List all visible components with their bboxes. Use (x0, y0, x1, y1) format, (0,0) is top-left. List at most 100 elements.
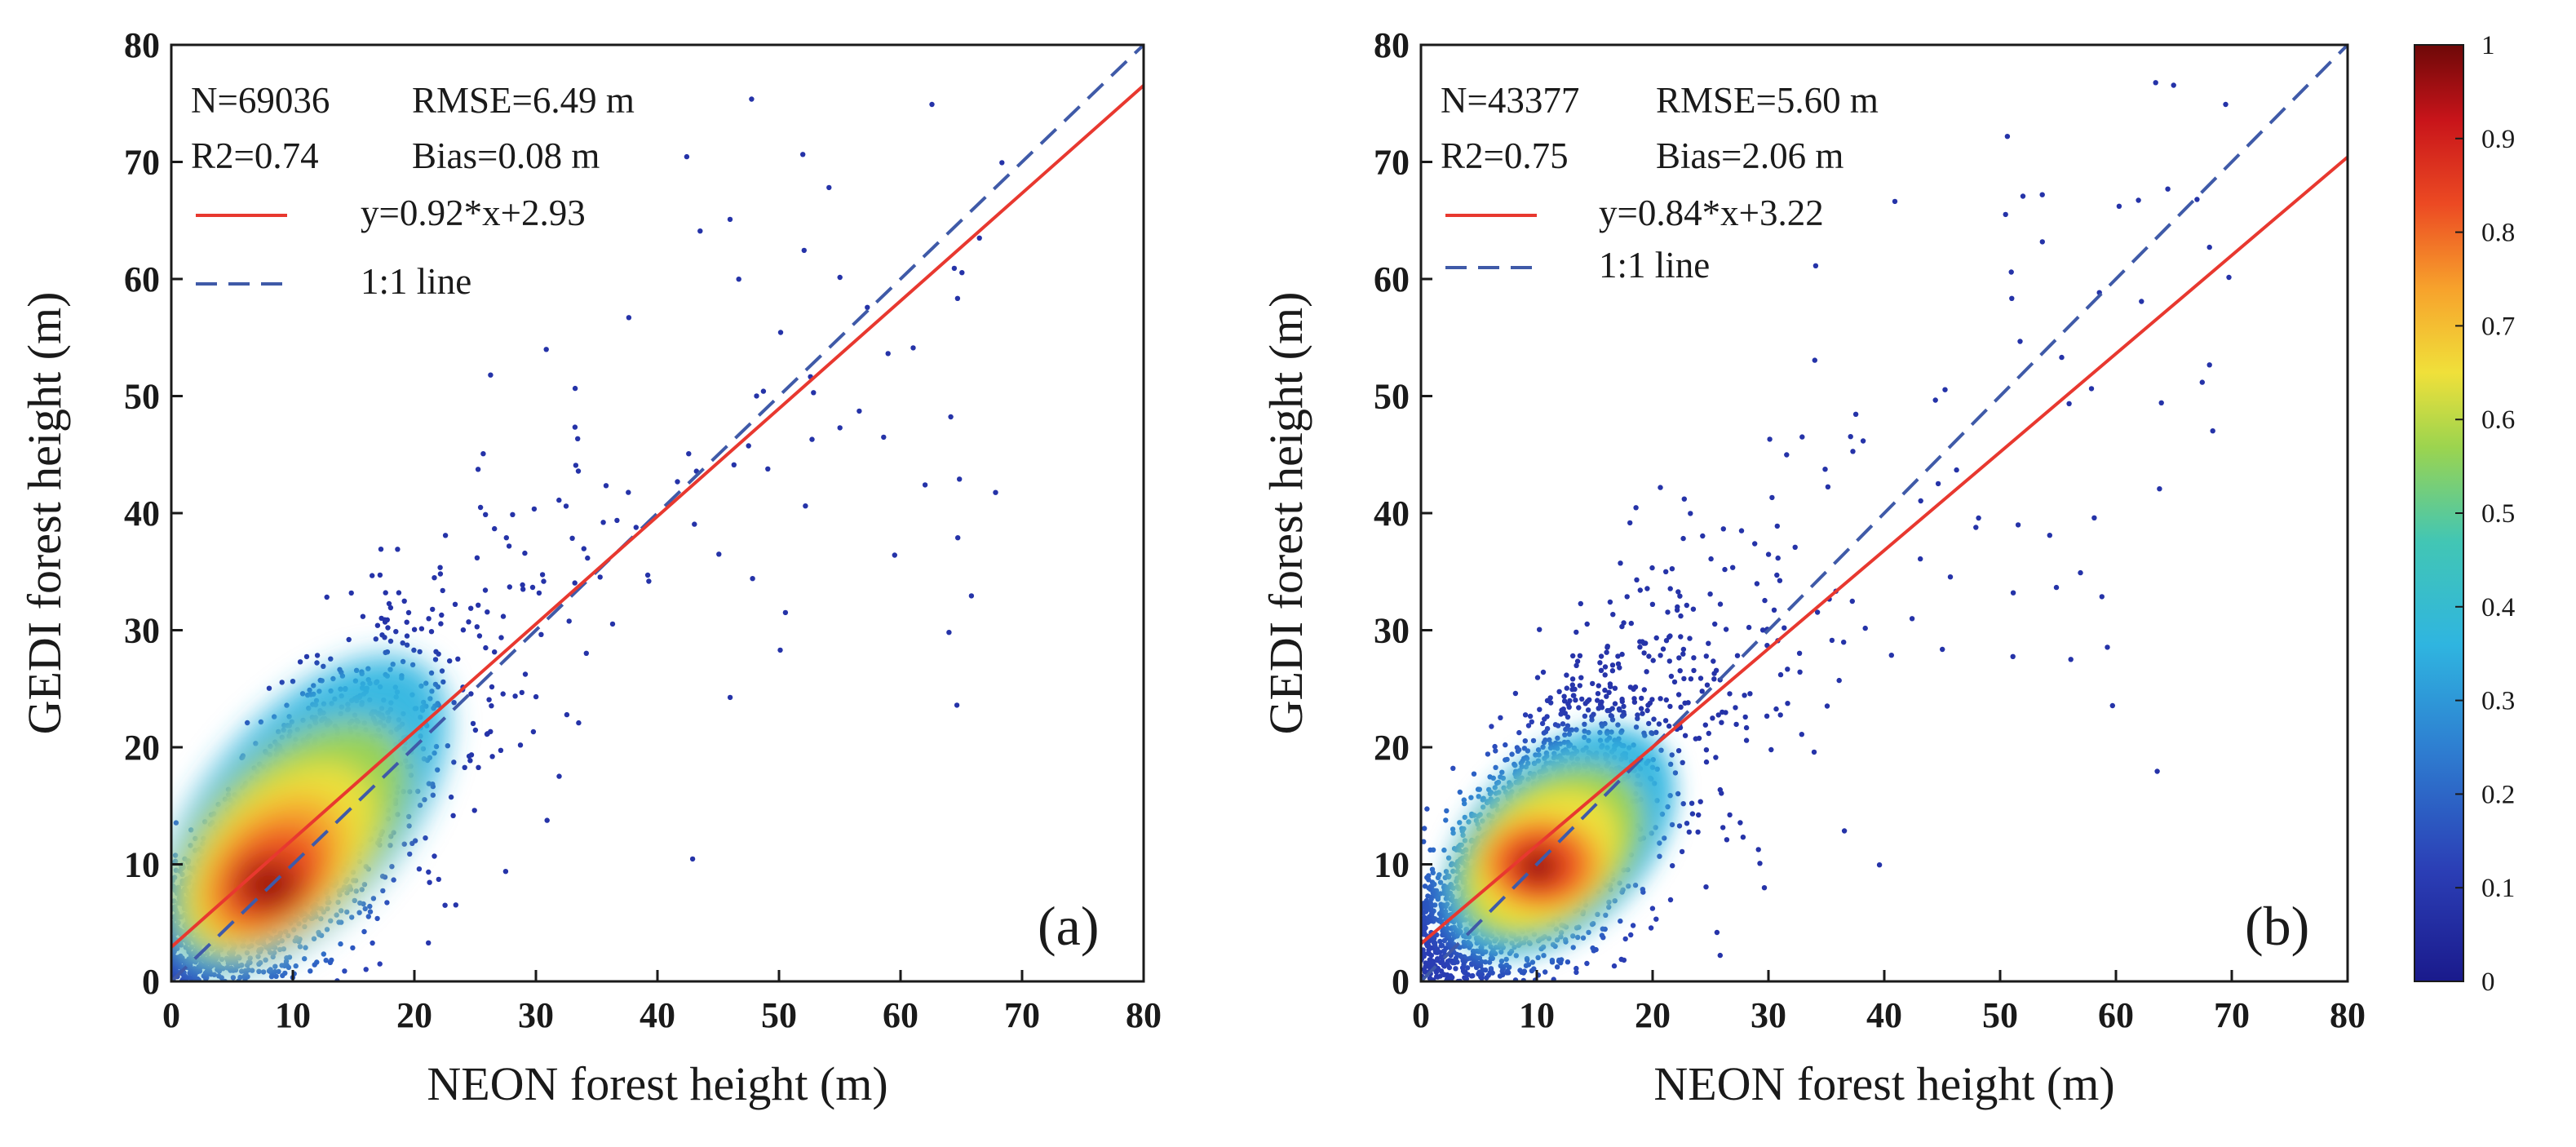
scatter-point (400, 640, 405, 646)
scatter-point (1560, 706, 1566, 712)
scatter-point (266, 968, 272, 974)
scatter-point (1582, 721, 1587, 727)
scatter-point (1633, 505, 1639, 511)
scatter-point (1669, 566, 1675, 572)
scatter-point (387, 604, 394, 611)
scatter-point (2066, 401, 2072, 406)
scatter-point (1470, 948, 1476, 954)
scatter-point (1746, 624, 1752, 631)
scatter-point (1516, 729, 1522, 736)
scatter-point (1711, 671, 1717, 676)
scatter-point (520, 582, 525, 588)
scatter-point (626, 489, 631, 495)
scatter-point (404, 633, 410, 639)
scatter-point (777, 330, 784, 335)
scatter-point (1457, 820, 1463, 826)
scatter-point (1576, 705, 1582, 711)
scatter-point (1579, 696, 1585, 702)
scatter-point (404, 642, 410, 648)
scatter-point (1535, 954, 1541, 961)
scatter-point (272, 963, 278, 969)
scatter-point (697, 228, 703, 234)
scatter-point (954, 295, 961, 301)
scatter-point (1637, 587, 1644, 593)
scatter-point (1438, 901, 1444, 907)
scatter-point (1649, 730, 1654, 736)
scatter-point (328, 656, 334, 662)
scatter-point (237, 974, 243, 981)
scatter-point (432, 853, 437, 859)
scatter-point (782, 609, 789, 616)
scatter-point (1564, 672, 1569, 678)
scatter-point (1841, 640, 1847, 645)
scatter-point (1743, 737, 1750, 743)
scatter-point (1561, 698, 1568, 704)
scatter-point (308, 968, 313, 974)
scatter-point (1715, 712, 1721, 718)
scatter-point (411, 627, 418, 632)
scatter-point (749, 96, 755, 102)
scatter-point (910, 345, 916, 351)
scatter-point (727, 694, 733, 701)
scatter-point (2226, 274, 2232, 281)
scatter-point (881, 434, 887, 441)
scatter-point (1684, 602, 1689, 609)
scatter-point (440, 679, 446, 685)
scatter-point (1657, 853, 1662, 859)
scatter-point (1423, 963, 1428, 970)
scatter-point (1669, 752, 1675, 758)
scatter-point (1450, 826, 1456, 832)
scatter-point (389, 864, 395, 870)
scatter-point (2194, 197, 2200, 202)
scatter-point (803, 503, 808, 509)
scatter-point (1653, 916, 1659, 922)
scatter-point (1680, 651, 1686, 657)
scatter-point (382, 619, 388, 625)
legend-one-to-one-label-a: 1:1 line (361, 261, 471, 302)
scatter-point (1667, 897, 1674, 903)
scatter-point (382, 635, 387, 640)
scatter-point (530, 728, 537, 735)
scatter-point (1531, 966, 1537, 972)
scatter-point (329, 957, 334, 963)
scatter-point (1679, 848, 1685, 855)
scatter-point (1463, 943, 1468, 949)
scatter-point (312, 962, 317, 968)
scatter-point (750, 576, 755, 582)
scatter-point (1486, 959, 1493, 965)
scatter-point (538, 631, 544, 637)
scatter-point (1645, 702, 1651, 708)
scatter-point (438, 621, 444, 627)
scatter-point (489, 703, 494, 709)
scatter-point (1421, 927, 1427, 933)
x-tick-label: 10 (275, 995, 311, 1035)
scatter-point (395, 547, 401, 552)
scatter-point (1909, 616, 1915, 622)
scatter-point (349, 914, 355, 920)
scatter-point (2053, 584, 2060, 591)
y-tick-label: 50 (124, 377, 160, 417)
scatter-point (1609, 717, 1616, 723)
scatter-point (2091, 515, 2097, 520)
scatter-point (386, 600, 392, 607)
scatter-point (1602, 687, 1608, 693)
scatter-point (885, 351, 891, 356)
scatter-point (1596, 683, 1602, 689)
scatter-point (356, 910, 362, 915)
axis-ticks-a (170, 43, 1145, 983)
scatter-point (1450, 830, 1456, 836)
scatter-point (1667, 586, 1673, 591)
scatter-point (1619, 651, 1625, 658)
scatter-point (1752, 541, 1758, 547)
scatter-point (1567, 698, 1573, 704)
scatter-point (1641, 687, 1648, 693)
scatter-point (437, 565, 443, 570)
scatter-point (1462, 800, 1467, 807)
scatter-point (272, 968, 278, 975)
scatter-point (1570, 653, 1576, 659)
scatter-point (426, 869, 432, 875)
scatter-point (801, 247, 807, 254)
scatter-point (1755, 847, 1761, 852)
